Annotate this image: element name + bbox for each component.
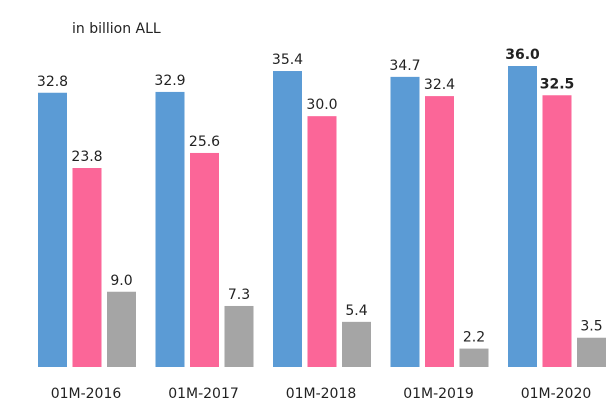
data-label: 7.3 <box>228 287 250 303</box>
data-label: 32.5 <box>540 76 575 92</box>
bar <box>224 305 254 367</box>
chart-subtitle: in billion ALL <box>72 21 161 37</box>
x-tick-label: 01M-2018 <box>286 386 357 402</box>
bar <box>273 71 302 368</box>
data-label: 3.5 <box>580 319 602 335</box>
bar <box>38 92 67 367</box>
bar <box>577 337 606 367</box>
data-label: 9.0 <box>110 273 132 289</box>
x-tick-label: 01M-2016 <box>51 386 122 402</box>
x-tick-label: 01M-2017 <box>168 386 239 402</box>
bar <box>107 291 136 367</box>
data-label: 36.0 <box>505 47 540 63</box>
data-label: 32.4 <box>424 77 455 93</box>
data-label: 30.0 <box>306 97 337 113</box>
data-label: 32.9 <box>154 73 185 89</box>
x-tick-label: 01M-2019 <box>403 386 474 402</box>
data-label: 23.8 <box>71 149 102 165</box>
data-label: 2.2 <box>463 330 485 346</box>
data-label: 35.4 <box>272 52 303 68</box>
data-label: 5.4 <box>345 303 367 319</box>
bar <box>390 76 420 367</box>
bar <box>508 66 537 367</box>
bar <box>425 96 454 367</box>
bar <box>307 116 337 368</box>
bar <box>72 168 102 367</box>
bar <box>542 95 572 367</box>
data-label: 34.7 <box>389 58 420 74</box>
bar <box>342 321 371 367</box>
data-label: 25.6 <box>189 134 220 150</box>
x-tick-label: 01M-2020 <box>521 386 592 402</box>
data-label: 32.8 <box>37 74 68 90</box>
bar <box>190 152 219 367</box>
bar <box>155 91 185 368</box>
bar <box>459 348 489 367</box>
